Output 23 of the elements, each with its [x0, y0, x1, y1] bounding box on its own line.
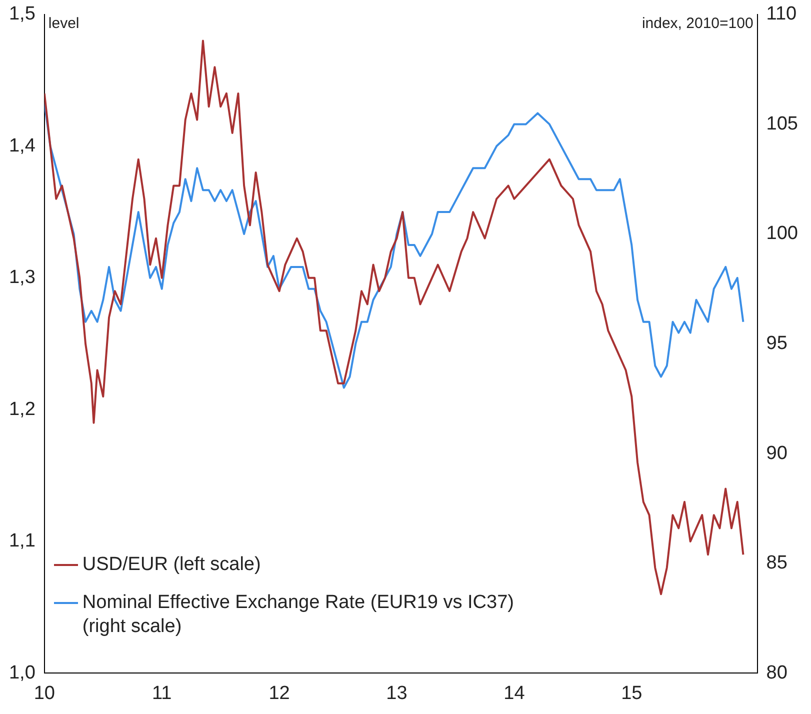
y2-tick-label: 85	[766, 552, 788, 574]
y2-axis-title: index, 2010=100	[642, 15, 754, 32]
y2-tick-label: 90	[766, 442, 788, 464]
y2-tick-label: 100	[766, 223, 798, 244]
y-tick-label: 1,2	[8, 398, 36, 420]
y2-tick-label: 110	[766, 4, 797, 25]
y2-tick-label: 105	[766, 113, 798, 134]
x-tick-label: 12	[268, 682, 290, 704]
y2-tick-label: 95	[766, 333, 788, 354]
x-tick-label: 14	[504, 682, 526, 704]
y-tick-label: 1,3	[8, 267, 36, 288]
legend-label: Nominal Effective Exchange Rate (EUR19 vs IC37) (right scale)	[82, 591, 515, 640]
y-tick-label: 1,4	[8, 135, 36, 156]
y2-tick-label: 80	[766, 662, 788, 684]
y-tick-label: 1,5	[8, 4, 36, 25]
legend-label: USD/EUR (left scale)	[82, 553, 261, 578]
x-tick-label: 13	[386, 682, 408, 704]
x-tick-label: 11	[152, 682, 172, 704]
x-tick-label: 15	[621, 682, 642, 704]
y-tick-label: 1,1	[8, 530, 36, 552]
y-axis-title: level	[48, 15, 80, 32]
x-tick-label: 10	[34, 682, 55, 704]
y-tick-label: 1,0	[8, 662, 36, 684]
